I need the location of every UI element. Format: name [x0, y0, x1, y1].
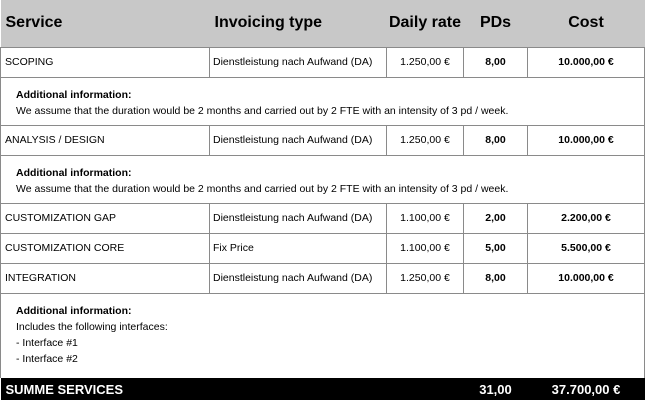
summary-row: SUMME SERVICES 31,00 37.700,00 € — [0, 378, 645, 400]
info-title: Additional information: — [16, 166, 132, 179]
info-row-analysis-design: Additional information: We assume that t… — [0, 155, 645, 203]
additional-info: Additional information: Includes the fol… — [0, 293, 645, 378]
service-name: SCOPING — [0, 46, 210, 78]
header-pds: PDs — [479, 14, 512, 32]
invoicing-type: Dienstleistung nach Aufwand (DA) — [209, 124, 387, 156]
invoicing-type: Dienstleistung nach Aufwand (DA) — [209, 262, 387, 294]
header-cost: Cost — [568, 14, 604, 32]
header-daily-rate: Daily rate — [388, 14, 462, 32]
service-name: ANALYSIS / DESIGN — [0, 124, 210, 156]
additional-info: Additional information: We assume that t… — [0, 77, 645, 125]
cost: 10.000,00 € — [527, 124, 645, 156]
summary-pds: 31,00 — [479, 381, 512, 397]
info-list-item: - Interface #1 — [16, 336, 78, 349]
info-title: Additional information: — [16, 88, 132, 101]
cost: 10.000,00 € — [527, 262, 645, 294]
header-row: Service Invoicing type Daily rate PDs Co… — [0, 0, 645, 47]
info-row-integration: Additional information: Includes the fol… — [0, 293, 645, 378]
header-service: Service — [5, 14, 63, 32]
daily-rate: 1.250,00 € — [386, 124, 464, 156]
daily-rate: 1.250,00 € — [386, 262, 464, 294]
person-days: 8,00 — [463, 262, 528, 294]
service-row-integration: INTEGRATION Dienstleistung nach Aufwand … — [0, 262, 645, 294]
header-invoicing-type: Invoicing type — [214, 14, 323, 32]
daily-rate: 1.250,00 € — [386, 46, 464, 78]
service-row-customization-core: CUSTOMIZATION CORE Fix Price 1.100,00 € … — [0, 232, 645, 264]
person-days: 2,00 — [463, 202, 528, 234]
info-text: Includes the following interfaces: — [16, 320, 168, 333]
person-days: 5,00 — [463, 232, 528, 264]
info-text: We assume that the duration would be 2 m… — [16, 104, 509, 117]
additional-info: Additional information: We assume that t… — [0, 155, 645, 203]
service-row-analysis-design: ANALYSIS / DESIGN Dienstleistung nach Au… — [0, 124, 645, 156]
invoicing-type: Fix Price — [209, 232, 387, 264]
summary-cost: 37.700,00 € — [551, 381, 621, 397]
info-list-item: - Interface #2 — [16, 352, 78, 365]
service-name: CUSTOMIZATION CORE — [0, 232, 210, 264]
person-days: 8,00 — [463, 46, 528, 78]
cost: 5.500,00 € — [527, 232, 645, 264]
daily-rate: 1.100,00 € — [386, 232, 464, 264]
service-row-scoping: SCOPING Dienstleistung nach Aufwand (DA)… — [0, 46, 645, 78]
cost: 10.000,00 € — [527, 46, 645, 78]
invoicing-type: Dienstleistung nach Aufwand (DA) — [209, 202, 387, 234]
cost: 2.200,00 € — [527, 202, 645, 234]
daily-rate: 1.100,00 € — [386, 202, 464, 234]
service-name: CUSTOMIZATION GAP — [0, 202, 210, 234]
service-row-customization-gap: CUSTOMIZATION GAP Dienstleistung nach Au… — [0, 202, 645, 234]
service-name: INTEGRATION — [0, 262, 210, 294]
info-title: Additional information: — [16, 304, 132, 317]
info-row-scoping: Additional information: We assume that t… — [0, 77, 645, 125]
summary-label: SUMME SERVICES — [5, 381, 124, 397]
info-text: We assume that the duration would be 2 m… — [16, 182, 509, 195]
invoicing-type: Dienstleistung nach Aufwand (DA) — [209, 46, 387, 78]
person-days: 8,00 — [463, 124, 528, 156]
